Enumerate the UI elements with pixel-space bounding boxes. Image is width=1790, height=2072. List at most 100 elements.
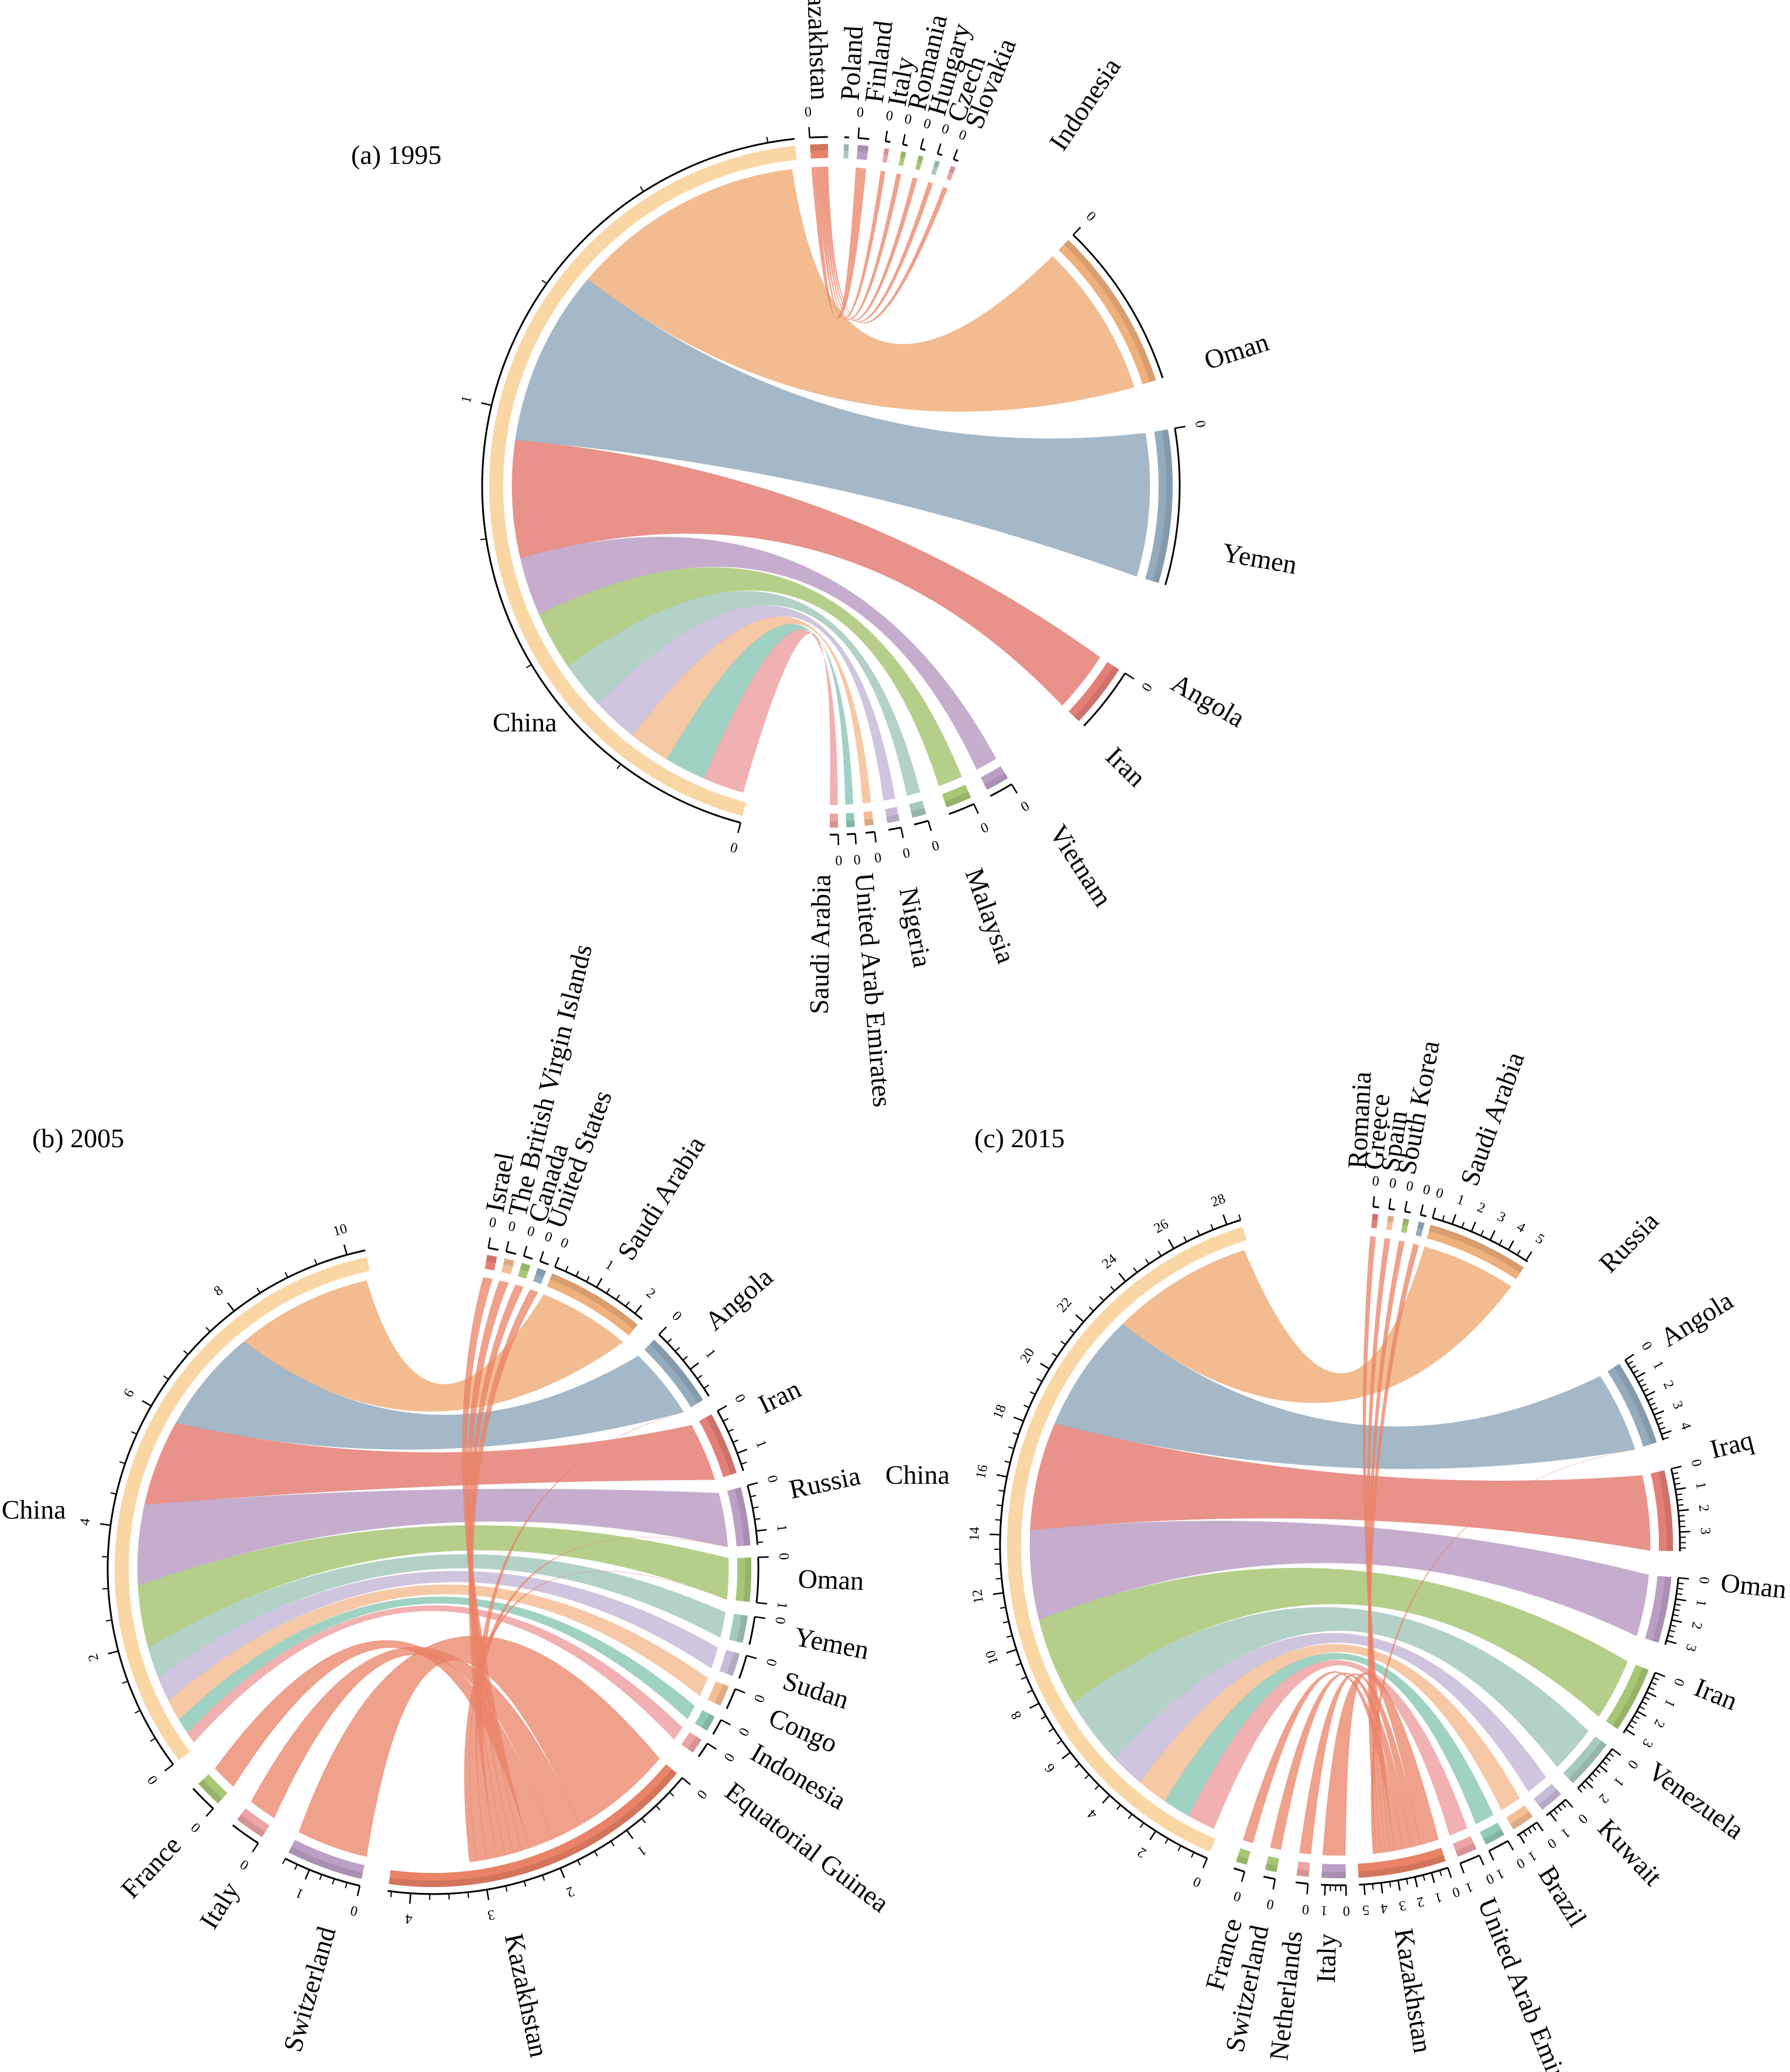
country-label-c-2015-iran: Iran — [1691, 1672, 1742, 1716]
minor-tick-c-2015-venezuela — [1557, 1806, 1562, 1812]
segment-rim-a-1995-czech — [933, 160, 940, 168]
minor-tick-c-2015-russia — [1651, 1407, 1658, 1411]
tick-label-a-1995-yemen-0: 0 — [1138, 680, 1155, 694]
country-label-b-2005-italy: Italy — [194, 1877, 245, 1934]
tick-label-c-2015-iran-2: 2 — [1596, 1790, 1612, 1806]
major-tick-c-2015-venezuela — [1549, 1812, 1557, 1822]
ribbon-b-2005-kazakhstan-to-russia — [469, 1536, 728, 1862]
minor-tick-b-2005-kazakhstan — [523, 1881, 527, 1887]
minor-tick-c-2015-kazakhstan — [1406, 1878, 1408, 1885]
axis-line-a-1995-china — [481, 138, 795, 824]
segment-rim-b-2005-indonesia — [701, 1713, 715, 1731]
country-label-c-2015-kuwait: Kuwait — [1592, 1813, 1668, 1892]
segment-rim-a-1995-saudi-arabia — [829, 821, 839, 828]
major-tick-c-2015-saudi-arabia — [1507, 1240, 1514, 1250]
minor-tick-c-2015-iran — [1602, 1761, 1608, 1766]
tick-label-c-2015-kazakhstan-2: 2 — [1415, 1893, 1425, 1910]
country-label-b-2005-iran: Iran — [754, 1374, 806, 1419]
segment-rim-b-2005-israel — [486, 1254, 497, 1263]
minor-tick-c-2015-china — [1069, 1329, 1075, 1334]
minor-tick-c-2015-iraq — [1675, 1603, 1681, 1606]
segment-rim-b-2005-france — [198, 1779, 222, 1804]
segment-rim-b-2005-russia — [734, 1487, 751, 1546]
minor-tick-c-2015-iraq — [1674, 1608, 1680, 1611]
tick-label-b-2005-china-5: 10 — [331, 1221, 349, 1239]
major-tick-c-2015-netherlands — [1306, 1884, 1309, 1895]
minor-tick-b-2005-switzerland — [345, 1882, 348, 1889]
tick-label-c-2015-china-7: 14 — [967, 1526, 982, 1541]
segment-rim-a-1995-oman — [1152, 429, 1173, 583]
minor-tick-b-2005-iran — [741, 1462, 747, 1465]
minor-tick-c-2015-iraq — [1667, 1635, 1674, 1638]
tick-label-a-1995-malaysia-0: 0 — [901, 844, 911, 860]
ribbon-c-2015-china-to-united-arab-emirates — [1188, 1660, 1468, 1836]
major-tick-b-2005-kazakhstan — [626, 1830, 634, 1840]
minor-tick-c-2015-iran — [1605, 1757, 1611, 1762]
minor-tick-b-2005-kazakhstan — [594, 1851, 598, 1857]
tick-label-b-2005-kazakhstan-0: 0 — [693, 1786, 710, 1802]
segment-rim-a-1995-slovakia — [949, 166, 956, 174]
major-tick-c-2015-oman — [1646, 1691, 1657, 1697]
major-tick-c-2015-iraq — [1671, 1619, 1682, 1623]
segment-rim-c-2015-kazakhstan — [1358, 1855, 1446, 1878]
minor-tick-c-2015-china — [1177, 1845, 1181, 1851]
tick-label-c-2015-romania-0: 0 — [1372, 1174, 1380, 1189]
axis-line-c-2015-netherlands — [1295, 1881, 1308, 1885]
tick-label-a-1995-slovakia-0: 0 — [957, 127, 968, 144]
minor-tick-c-2015-russia — [1630, 1365, 1636, 1370]
country-label-a-1995-oman: Oman — [1201, 327, 1273, 375]
tick-label-c-2015-oman-0: 0 — [1671, 1676, 1688, 1689]
tick-label-c-2015-china-13: 26 — [1152, 1216, 1171, 1236]
minor-tick-c-2015-venezuela — [1553, 1809, 1558, 1815]
axis-line-c-2015-kazakhstan — [1359, 1867, 1448, 1886]
segment-rim-c-2015-brazil — [1483, 1829, 1505, 1845]
major-tick-b-2005-canada — [523, 1246, 528, 1257]
country-label-c-2015-romania: Romania — [1342, 1071, 1377, 1169]
minor-tick-c-2015-china — [1210, 1224, 1214, 1230]
segment-rim-b-2005-canada — [520, 1263, 531, 1272]
minor-tick-c-2015-china — [1029, 1391, 1036, 1395]
minor-tick-c-2015-china — [1056, 1740, 1063, 1745]
tick-label-b-2005-oman-0: 0 — [776, 1553, 791, 1560]
major-tick-c-2015-iran — [1612, 1748, 1621, 1756]
tick-label-b-2005-equatorial-guinea-0: 0 — [720, 1750, 737, 1764]
segment-rim-c-2015-south-korea — [1417, 1222, 1425, 1230]
tick-label-a-1995-italy-0: 0 — [885, 108, 894, 125]
tick-label-a-1995-czech-0: 0 — [940, 121, 951, 138]
major-tick-a-1995-indonesia — [1073, 227, 1081, 236]
segment-rim-a-1995-kazakhstan — [810, 144, 828, 151]
axis-line-c-2015-france — [1234, 1867, 1245, 1873]
axis-line-b-2005-kazakhstan — [387, 1777, 683, 1895]
segment-rim-a-1995-finland — [857, 145, 869, 153]
ribbon-b-2005-china-to-saudi-arabia — [243, 1280, 624, 1412]
minor-tick-c-2015-russia — [1662, 1436, 1669, 1440]
major-tick-b-2005-equatorial-guinea — [707, 1742, 717, 1750]
major-tick-b-2005-israel — [487, 1237, 491, 1248]
country-label-b-2005-russia: Russia — [786, 1460, 863, 1504]
panel-title-1995: (a) 1995 — [351, 140, 442, 170]
major-tick-c-2015-oman — [1655, 1672, 1665, 1678]
major-tick-a-1995-kazakhstan — [808, 127, 810, 138]
axis-line-c-2015-united-arab-emirates — [1459, 1854, 1480, 1864]
major-tick-b-2005-saudi-arabia — [596, 1278, 603, 1288]
minor-tick-b-2005-russia — [750, 1494, 757, 1498]
country-label-b-2005-kazakhstan: Kazakhstan — [499, 1931, 554, 2060]
major-tick-a-1995-nigeria — [874, 832, 877, 843]
tick-label-a-1995-indonesia-0: 0 — [1083, 208, 1099, 224]
minor-tick-b-2005-saudi-arabia — [575, 1271, 579, 1277]
tick-label-b-2005-kazakhstan-4: 4 — [405, 1911, 413, 1927]
segment-arc-a-1995-indonesia — [1059, 239, 1156, 385]
major-tick-c-2015-china — [1029, 1702, 1040, 1709]
minor-tick-c-2015-angola — [1673, 1477, 1679, 1480]
ribbon-c-2015-china-to-venezuela — [1115, 1632, 1547, 1792]
axis-line-c-2015-spain — [1404, 1210, 1411, 1214]
segment-rim-a-1995-united-arab-emirates — [846, 820, 855, 828]
tick-label-c-2015-kazakhstan-5: 5 — [1362, 1902, 1370, 1918]
minor-tick-b-2005-china — [205, 1327, 211, 1332]
axis-line-b-2005-united-states — [540, 1260, 549, 1265]
segment-rim-c-2015-angola — [1658, 1470, 1673, 1551]
country-label-a-1995-poland: Poland — [834, 25, 868, 101]
axis-line-b-2005-oman — [755, 1557, 760, 1603]
axis-line-b-2005-switzerland — [284, 1858, 360, 1887]
